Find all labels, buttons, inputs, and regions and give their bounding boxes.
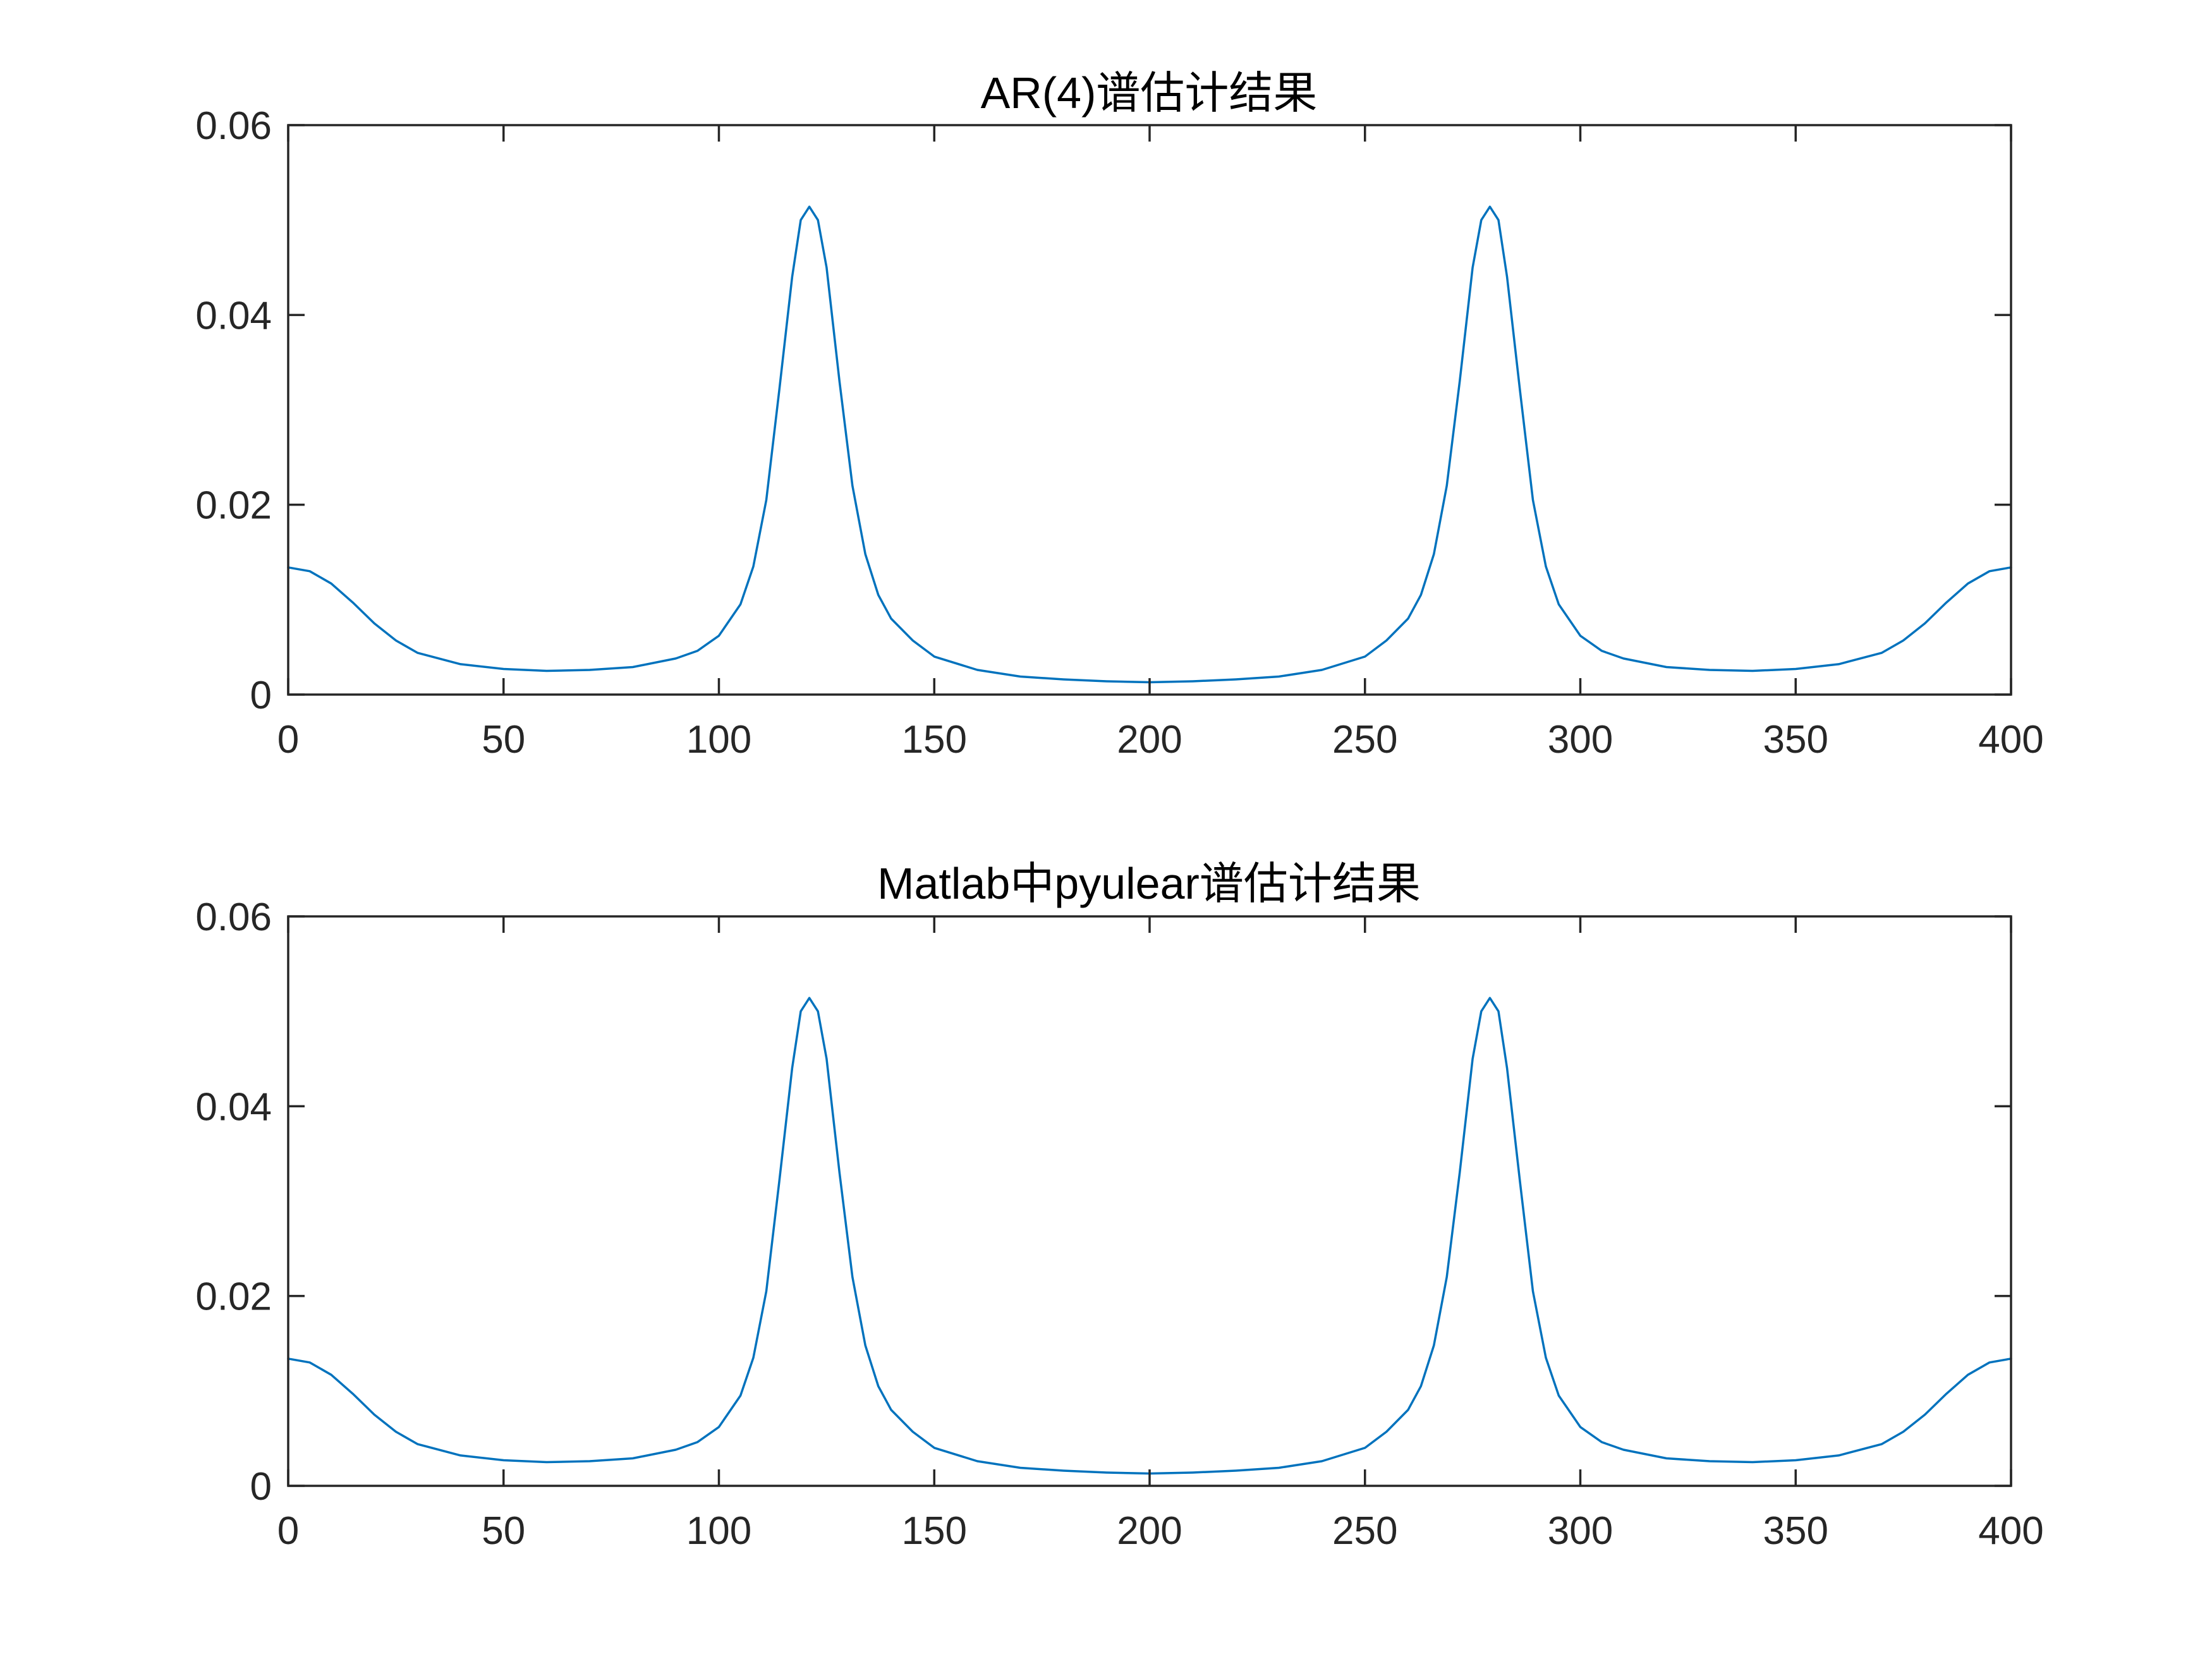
x-tick-label: 100 (686, 718, 751, 762)
x-tick-label: 150 (902, 718, 967, 762)
x-tick-label: 400 (1978, 1509, 2043, 1553)
x-tick-label: 0 (277, 1509, 299, 1553)
x-tick-label: 200 (1117, 1509, 1182, 1553)
x-tick-label: 350 (1763, 1509, 1828, 1553)
ticks-group: 0 50 100 150 200 250 300 350 400 0 0.02 0.04 0.06 (195, 104, 2043, 762)
x-tick-label: 50 (482, 1509, 525, 1553)
x-tick-label: 100 (686, 1509, 751, 1553)
y-tick-label: 0.02 (195, 484, 272, 528)
x-tick-label: 250 (1332, 1509, 1397, 1553)
x-tick-label: 150 (902, 1509, 967, 1553)
x-tick-label: 0 (277, 718, 299, 762)
y-tick-label: 0 (250, 674, 272, 717)
x-tick-label: 200 (1117, 718, 1182, 762)
chart-panel-ar4: AR(4)谱估计结果 0 50 100 150 200 250 300 350 400 0 0.02… (195, 68, 2043, 762)
y-tick-label: 0 (250, 1465, 272, 1509)
y-tick-label: 0.06 (195, 896, 272, 939)
x-tick-label: 250 (1332, 718, 1397, 762)
chart-title: AR(4)谱估计结果 (981, 68, 1318, 118)
ticks-group: 0 50 100 150 200 250 300 350 400 0 0.02 0.04 0.06 (195, 896, 2043, 1553)
x-tick-label: 300 (1548, 718, 1613, 762)
y-tick-label: 0.04 (195, 294, 272, 337)
x-tick-label: 400 (1978, 718, 2043, 762)
chart-panel-pyulear: Matlab中pyulear谱估计结果 0 50 100 150 200 250 300 35… (195, 859, 2043, 1553)
x-tick-label: 300 (1548, 1509, 1613, 1553)
x-tick-label: 50 (482, 718, 525, 762)
y-tick-label: 0.04 (195, 1085, 272, 1129)
y-tick-label: 0.02 (195, 1275, 272, 1319)
x-tick-label: 350 (1763, 718, 1828, 762)
chart-title: Matlab中pyulear谱估计结果 (877, 859, 1421, 908)
y-tick-label: 0.06 (195, 104, 272, 148)
